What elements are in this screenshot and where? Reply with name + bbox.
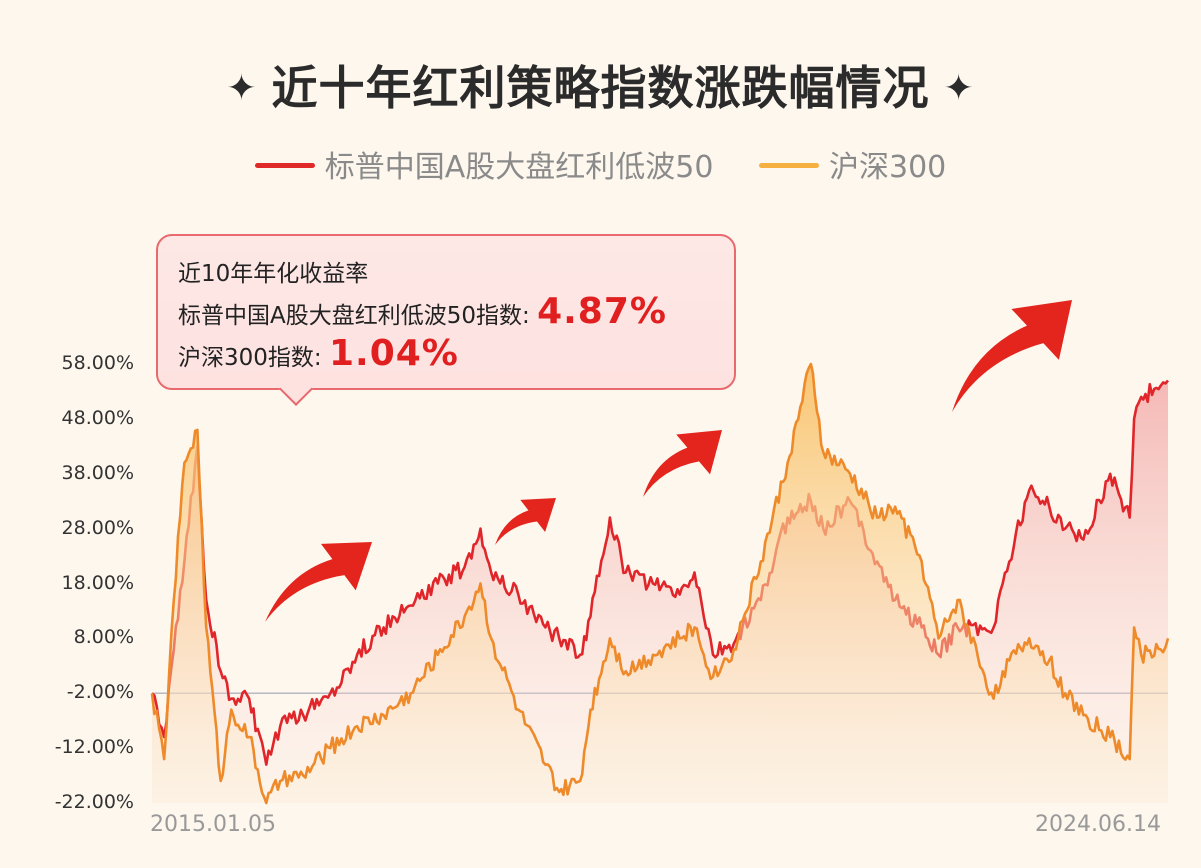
- callout-heading: 近10年年化收益率: [178, 261, 369, 287]
- y-tick-label: 48.00%: [61, 406, 134, 429]
- legend-swatch-dividend: [254, 163, 315, 168]
- annualized-return-callout: 近10年年化收益率 标普中国A股大盘红利低波50指数: 4.87% 沪深300指…: [156, 234, 736, 406]
- y-tick-label: -2.00%: [66, 681, 134, 704]
- callout-dividend-label: 标普中国A股大盘红利低波50指数:: [178, 303, 530, 329]
- trend-arrow-icon: [643, 430, 722, 497]
- callout-dividend-value: 4.87%: [537, 291, 667, 332]
- star-icon: ✦: [943, 68, 975, 109]
- y-tick-label: -22.00%: [54, 791, 134, 813]
- series-line-hs300: [150, 362, 1170, 805]
- x-axis-start-label: 2015.01.05: [150, 812, 276, 837]
- area-hs300: [152, 364, 1168, 803]
- x-axis-end-label: 2024.06.14: [1035, 812, 1161, 837]
- y-tick-label: -12.00%: [54, 736, 134, 759]
- y-tick-label: 18.00%: [61, 571, 134, 594]
- callout-hs300-label: 沪深300指数:: [178, 345, 322, 371]
- trend-arrows: [265, 300, 1072, 622]
- trend-arrow-icon: [952, 300, 1072, 412]
- callout-line-dividend: 标普中国A股大盘红利低波50指数: 4.87%: [178, 293, 714, 335]
- y-tick-label: 58.00%: [61, 352, 134, 374]
- legend-label-hs300: 沪深300: [828, 150, 947, 185]
- trend-arrow-icon: [495, 498, 556, 545]
- y-tick-label: 28.00%: [61, 516, 134, 539]
- legend-item-hs300: 沪深300: [758, 142, 947, 186]
- series-line-dividend: [151, 379, 1169, 766]
- legend-swatch-hs300: [758, 163, 819, 168]
- y-tick-label: 8.00%: [73, 626, 134, 649]
- chart-title-text: 近十年红利策略指数涨跌幅情况: [271, 61, 930, 115]
- legend-item-dividend: 标普中国A股大盘红利低波50: [254, 142, 714, 186]
- callout-hs300-value: 1.04%: [328, 333, 459, 374]
- legend-label-dividend: 标普中国A股大盘红利低波50: [324, 150, 714, 185]
- chart-title: ✦ 近十年红利策略指数涨跌幅情况 ✦: [0, 52, 1201, 118]
- y-tick-label: 38.00%: [61, 461, 134, 484]
- trend-arrow-icon: [265, 542, 372, 622]
- callout-line-hs300: 沪深300指数: 1.04%: [178, 335, 714, 377]
- chart-legend: 标普中国A股大盘红利低波50 沪深300: [0, 142, 1201, 186]
- star-icon: ✦: [226, 68, 258, 109]
